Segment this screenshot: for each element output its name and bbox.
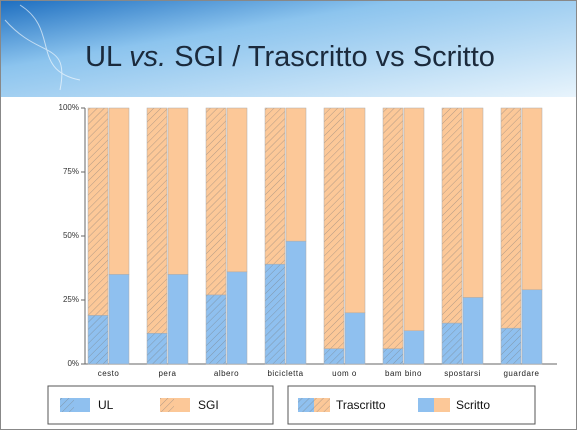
bar-segment — [463, 108, 483, 297]
bar-segment — [383, 108, 403, 349]
bar-segment — [206, 295, 226, 364]
x-tick-label: spostarsi — [444, 369, 481, 378]
bar-segment — [404, 108, 424, 331]
bar-segment — [109, 108, 129, 274]
bar-segment — [286, 108, 306, 241]
bar-segment — [88, 315, 108, 364]
legend-swatch — [60, 398, 74, 412]
x-tick-label: bicicletta — [267, 369, 303, 378]
bar-segment — [442, 323, 462, 364]
legend-swatch — [434, 398, 450, 412]
bar-segment — [522, 290, 542, 364]
bar-segment — [463, 297, 483, 364]
legend-label: Scritto — [456, 398, 490, 412]
x-tick-label: pera — [158, 369, 176, 378]
bar-segment — [522, 108, 542, 290]
x-tick-label: cesto — [98, 369, 120, 378]
bar-segment — [88, 108, 108, 315]
bar-segment — [227, 272, 247, 364]
bar-segment — [442, 108, 462, 323]
bar-segment — [265, 264, 285, 364]
bar-segment — [147, 333, 167, 364]
legend-swatch — [74, 398, 90, 412]
title-part: SGI / Trascritto vs Scritto — [174, 41, 495, 73]
slide-title: UL vs. SGI / Trascritto vs Scritto — [85, 41, 495, 73]
slide: UL vs. SGI / Trascritto vs Scritto 0% 25%… — [0, 0, 577, 430]
y-tick-label: 100% — [59, 103, 79, 112]
x-tick-label: albero — [214, 369, 239, 378]
legend-swatch — [314, 398, 330, 412]
y-tick-label: 0% — [67, 359, 79, 368]
x-tick-label: guardare — [503, 369, 539, 378]
legend-swatch — [160, 398, 174, 412]
bar-segment — [206, 108, 226, 295]
bar-segment — [168, 274, 188, 364]
y-tick-label: 50% — [63, 231, 79, 240]
title-part: vs. — [129, 41, 166, 73]
bar-segment — [383, 349, 403, 364]
x-tick-label: bam bino — [385, 369, 422, 378]
bar-segment — [324, 108, 344, 349]
bar-segment — [109, 274, 129, 364]
legend-swatch — [298, 398, 314, 412]
legend-swatch — [418, 398, 434, 412]
legend-label: Trascritto — [336, 398, 386, 412]
bar-segment — [324, 349, 344, 364]
legend-swatch — [174, 398, 190, 412]
x-tick-label: uom o — [332, 369, 357, 378]
bar-segment — [345, 108, 365, 313]
bar-segment — [404, 331, 424, 364]
bar-segment — [147, 108, 167, 333]
y-tick-label: 25% — [63, 295, 79, 304]
bar-segment — [501, 328, 521, 364]
legend-label: UL — [98, 398, 114, 412]
legend-label: SGI — [198, 398, 219, 412]
bar-segment — [265, 108, 285, 264]
bar-segment — [227, 108, 247, 272]
bar-segment — [286, 241, 306, 364]
title-part: UL — [85, 41, 122, 73]
bar-segment — [168, 108, 188, 274]
y-tick-label: 75% — [63, 167, 79, 176]
bar-segment — [345, 313, 365, 364]
bar-segment — [501, 108, 521, 328]
